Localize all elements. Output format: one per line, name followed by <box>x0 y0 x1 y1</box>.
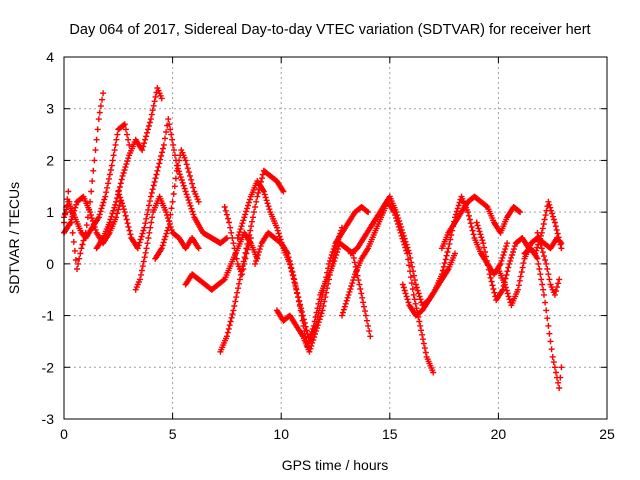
x-axis-label: GPS time / hours <box>282 457 389 473</box>
plus-markers <box>273 224 345 355</box>
x-tick-label: 5 <box>169 426 177 442</box>
data-points <box>61 85 565 391</box>
sat-trace-7 <box>152 147 202 262</box>
plus-markers <box>132 193 202 293</box>
y-tick-label: 4 <box>46 49 54 65</box>
sat-trace-16 <box>399 193 511 319</box>
plot-border <box>63 56 608 420</box>
sat-trace-10 <box>221 204 254 278</box>
sat-trace-21 <box>534 229 563 298</box>
y-tick-label: -2 <box>42 359 55 375</box>
x-tick-label: 20 <box>491 426 507 442</box>
plus-markers <box>221 204 254 278</box>
x-tick-label: 15 <box>382 426 398 442</box>
x-tick-label: 10 <box>273 426 289 442</box>
plus-markers <box>399 193 511 319</box>
y-tick-label: -3 <box>42 411 55 427</box>
y-tick-label: 0 <box>46 256 54 272</box>
sat-trace-13 <box>273 224 345 355</box>
x-tick-label: 0 <box>60 426 68 442</box>
y-tick-label: 2 <box>46 152 54 168</box>
plus-markers <box>521 245 565 391</box>
y-tick-label: 1 <box>46 204 54 220</box>
sat-trace-6 <box>132 193 202 293</box>
y-tick-label: 3 <box>46 101 54 117</box>
plus-markers <box>534 229 563 298</box>
plus-markers <box>152 147 202 262</box>
x-tick-label: 25 <box>599 426 615 442</box>
sat-trace-20 <box>521 245 565 391</box>
chart-title: Day 064 of 2017, Sidereal Day-to-day VTE… <box>69 22 590 38</box>
y-tick-label: -1 <box>42 308 55 324</box>
sat-trace-17 <box>438 193 524 252</box>
plus-markers <box>438 193 524 252</box>
axis-ticks: 0 5 10 15 20 25 -3 -2 -1 0 1 2 3 4 <box>42 49 615 442</box>
y-axis-label: SDTVAR / TECUs <box>6 182 22 294</box>
